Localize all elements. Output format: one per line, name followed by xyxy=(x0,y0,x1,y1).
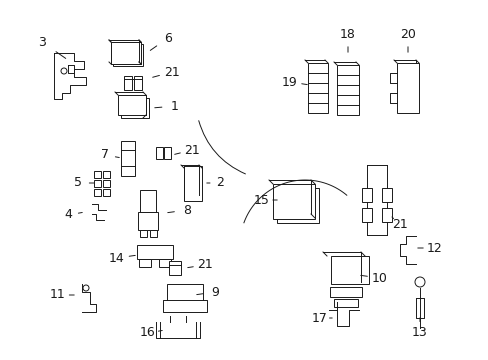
Bar xyxy=(139,230,146,237)
Bar xyxy=(139,259,151,267)
Bar xyxy=(336,65,358,115)
Bar xyxy=(111,42,141,64)
Text: 21: 21 xyxy=(197,258,212,271)
Text: 18: 18 xyxy=(339,28,355,41)
Text: 10: 10 xyxy=(371,271,387,284)
Text: 21: 21 xyxy=(164,66,180,78)
Text: 14: 14 xyxy=(109,252,124,265)
Text: 3: 3 xyxy=(38,36,46,49)
Text: 4: 4 xyxy=(64,208,72,221)
Bar xyxy=(396,63,418,113)
Bar xyxy=(94,180,101,186)
Bar xyxy=(121,140,135,175)
Bar xyxy=(94,171,101,177)
Bar xyxy=(118,95,146,115)
Bar xyxy=(155,147,162,159)
Bar xyxy=(183,166,202,201)
Bar xyxy=(361,208,371,222)
Text: 21: 21 xyxy=(184,144,200,157)
Text: 21: 21 xyxy=(391,219,407,231)
Text: 16: 16 xyxy=(140,327,156,339)
Bar xyxy=(94,189,101,195)
Bar xyxy=(361,188,371,202)
Text: 20: 20 xyxy=(399,28,415,41)
Bar xyxy=(111,42,141,64)
Bar xyxy=(103,171,110,177)
Bar xyxy=(169,261,181,275)
Bar xyxy=(159,259,171,267)
Text: 1: 1 xyxy=(171,99,179,112)
Bar xyxy=(272,184,314,219)
Bar xyxy=(103,189,110,195)
Bar xyxy=(307,63,327,113)
Bar xyxy=(333,299,357,307)
Bar xyxy=(381,188,391,202)
Text: 6: 6 xyxy=(164,31,172,45)
Bar xyxy=(121,98,149,118)
Bar xyxy=(330,256,368,284)
Bar xyxy=(276,188,318,222)
Bar xyxy=(124,76,132,90)
Bar xyxy=(149,230,156,237)
Text: 15: 15 xyxy=(254,194,269,207)
Bar xyxy=(381,208,391,222)
Bar xyxy=(138,212,158,230)
Bar xyxy=(103,180,110,186)
Text: 2: 2 xyxy=(216,176,224,189)
Text: 11: 11 xyxy=(50,288,66,302)
Bar xyxy=(137,245,173,259)
Bar xyxy=(167,284,203,300)
Bar xyxy=(329,287,361,297)
Bar xyxy=(163,147,170,159)
Text: 7: 7 xyxy=(101,148,109,162)
Bar xyxy=(113,44,142,66)
Text: 9: 9 xyxy=(211,285,219,298)
Text: 5: 5 xyxy=(74,176,82,189)
Text: 13: 13 xyxy=(411,325,427,338)
Text: 17: 17 xyxy=(311,311,327,324)
Bar xyxy=(140,190,156,212)
Text: 8: 8 xyxy=(183,203,191,216)
Text: 19: 19 xyxy=(282,76,297,89)
Text: 12: 12 xyxy=(426,242,442,255)
Bar xyxy=(134,76,142,90)
